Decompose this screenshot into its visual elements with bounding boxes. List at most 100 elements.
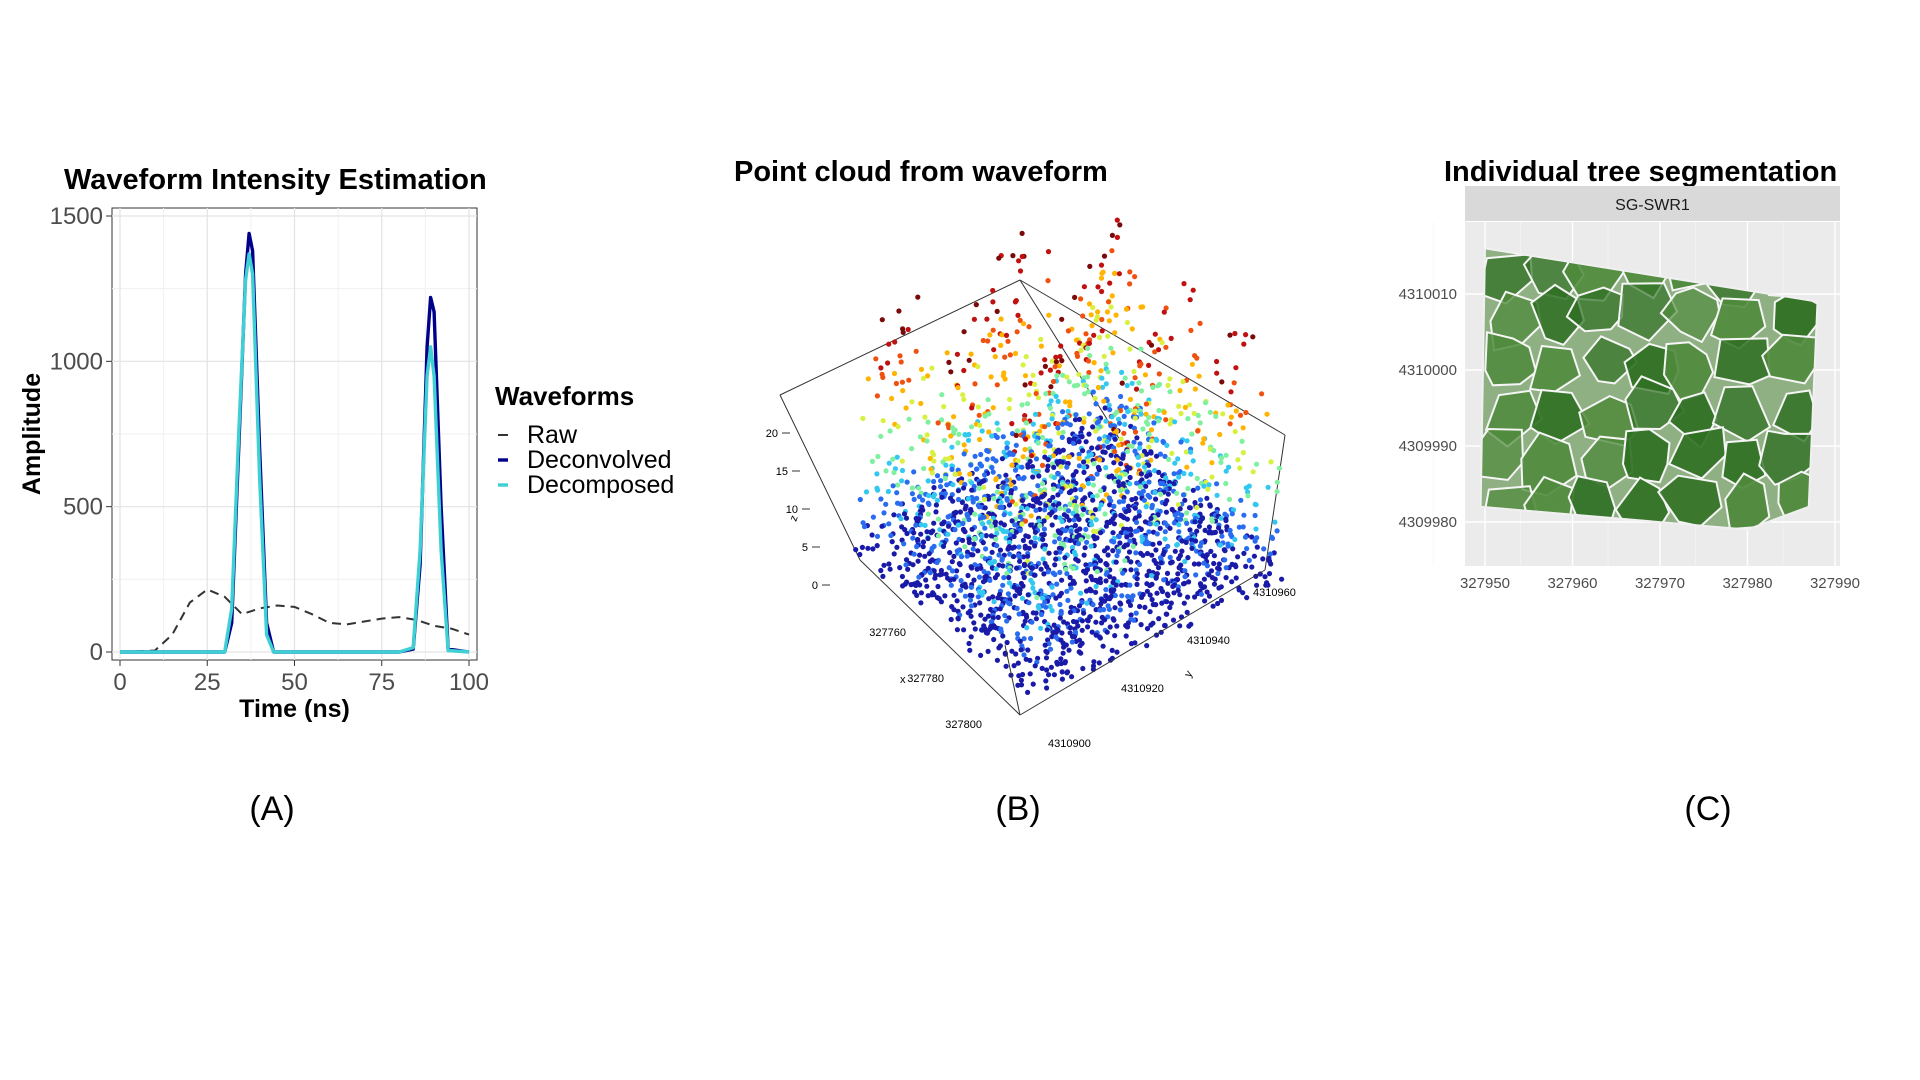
point: [1137, 603, 1143, 610]
point: [1227, 421, 1233, 427]
point: [928, 530, 934, 536]
point: [895, 482, 901, 488]
point: [960, 537, 966, 543]
point: [984, 630, 990, 636]
point: [1161, 409, 1167, 415]
point: [1074, 353, 1081, 359]
point: [1043, 655, 1050, 661]
point: [1104, 439, 1110, 445]
point: [1168, 600, 1174, 606]
point: [911, 530, 917, 536]
point: [1188, 327, 1194, 333]
point: [1150, 384, 1156, 390]
point: [1136, 380, 1142, 386]
point: [1132, 505, 1138, 511]
point: [1180, 492, 1187, 498]
point: [1154, 590, 1160, 596]
tree-crown: [1667, 426, 1727, 480]
point: [1017, 554, 1023, 561]
point: [964, 553, 970, 559]
point: [925, 593, 931, 599]
point: [1155, 347, 1162, 353]
point: [971, 620, 977, 626]
point: [1069, 544, 1076, 551]
point: [1112, 633, 1118, 639]
point: [865, 545, 871, 551]
point: [990, 287, 996, 294]
point: [1213, 413, 1219, 419]
point: [910, 535, 916, 541]
point: [1100, 384, 1106, 390]
point: [1165, 592, 1171, 599]
point: [1078, 296, 1084, 302]
point: [1186, 402, 1193, 408]
point: [922, 553, 928, 559]
point: [887, 566, 893, 572]
point: [1168, 560, 1174, 566]
tree-crown: [1659, 286, 1721, 344]
point: [958, 578, 964, 584]
point: [995, 614, 1001, 620]
point: [1211, 581, 1218, 587]
point: [903, 405, 909, 411]
point: [921, 465, 927, 472]
point: [1132, 429, 1139, 435]
point: [1076, 516, 1082, 522]
point: [1089, 522, 1095, 528]
point: [1265, 582, 1271, 588]
point: [1050, 630, 1056, 636]
point: [1069, 639, 1075, 645]
point: [1021, 652, 1027, 658]
point: [1156, 469, 1162, 475]
point: [1032, 529, 1038, 535]
point: [1022, 382, 1028, 388]
point: [1048, 384, 1054, 390]
point: [1264, 411, 1270, 417]
point: [948, 433, 954, 439]
point: [1243, 485, 1249, 491]
point: [1099, 328, 1105, 334]
point: [911, 496, 917, 502]
point: [1017, 638, 1023, 644]
point: [1253, 526, 1259, 532]
point: [1226, 496, 1233, 502]
point: [926, 501, 932, 507]
point: [985, 448, 991, 454]
point: [904, 479, 910, 485]
point: [1148, 515, 1154, 522]
point: [1065, 408, 1071, 414]
point: [1103, 587, 1109, 593]
point: [1116, 420, 1123, 426]
point: [1018, 677, 1024, 683]
point: [1004, 497, 1010, 503]
point: [1124, 489, 1130, 495]
point: [924, 529, 930, 535]
point: [989, 464, 995, 471]
point: [1150, 541, 1156, 547]
point: [954, 598, 960, 604]
point: [906, 377, 912, 383]
point: [1083, 578, 1089, 584]
point: [1201, 576, 1207, 582]
point: [1017, 527, 1023, 533]
point: [1101, 253, 1108, 259]
point-cloud-chart: 0 5 10 15 20 z 327760 327780 327800 x 4310900 43109…: [766, 217, 1296, 750]
point: [1105, 552, 1111, 558]
point: [1162, 622, 1168, 629]
point: [902, 527, 908, 533]
point: [1182, 568, 1188, 574]
z-tick-label: 0: [812, 580, 818, 592]
point: [890, 483, 896, 489]
point: [1058, 656, 1064, 662]
point: [900, 583, 906, 589]
x-tick-label: 327970: [1635, 575, 1685, 592]
point: [1167, 421, 1173, 427]
point: [978, 612, 984, 618]
point: [1045, 569, 1051, 575]
point: [1029, 565, 1035, 571]
point: [1119, 593, 1125, 599]
point: [903, 562, 909, 568]
point: [1175, 571, 1181, 577]
point: [1055, 398, 1061, 404]
point: [897, 353, 903, 359]
